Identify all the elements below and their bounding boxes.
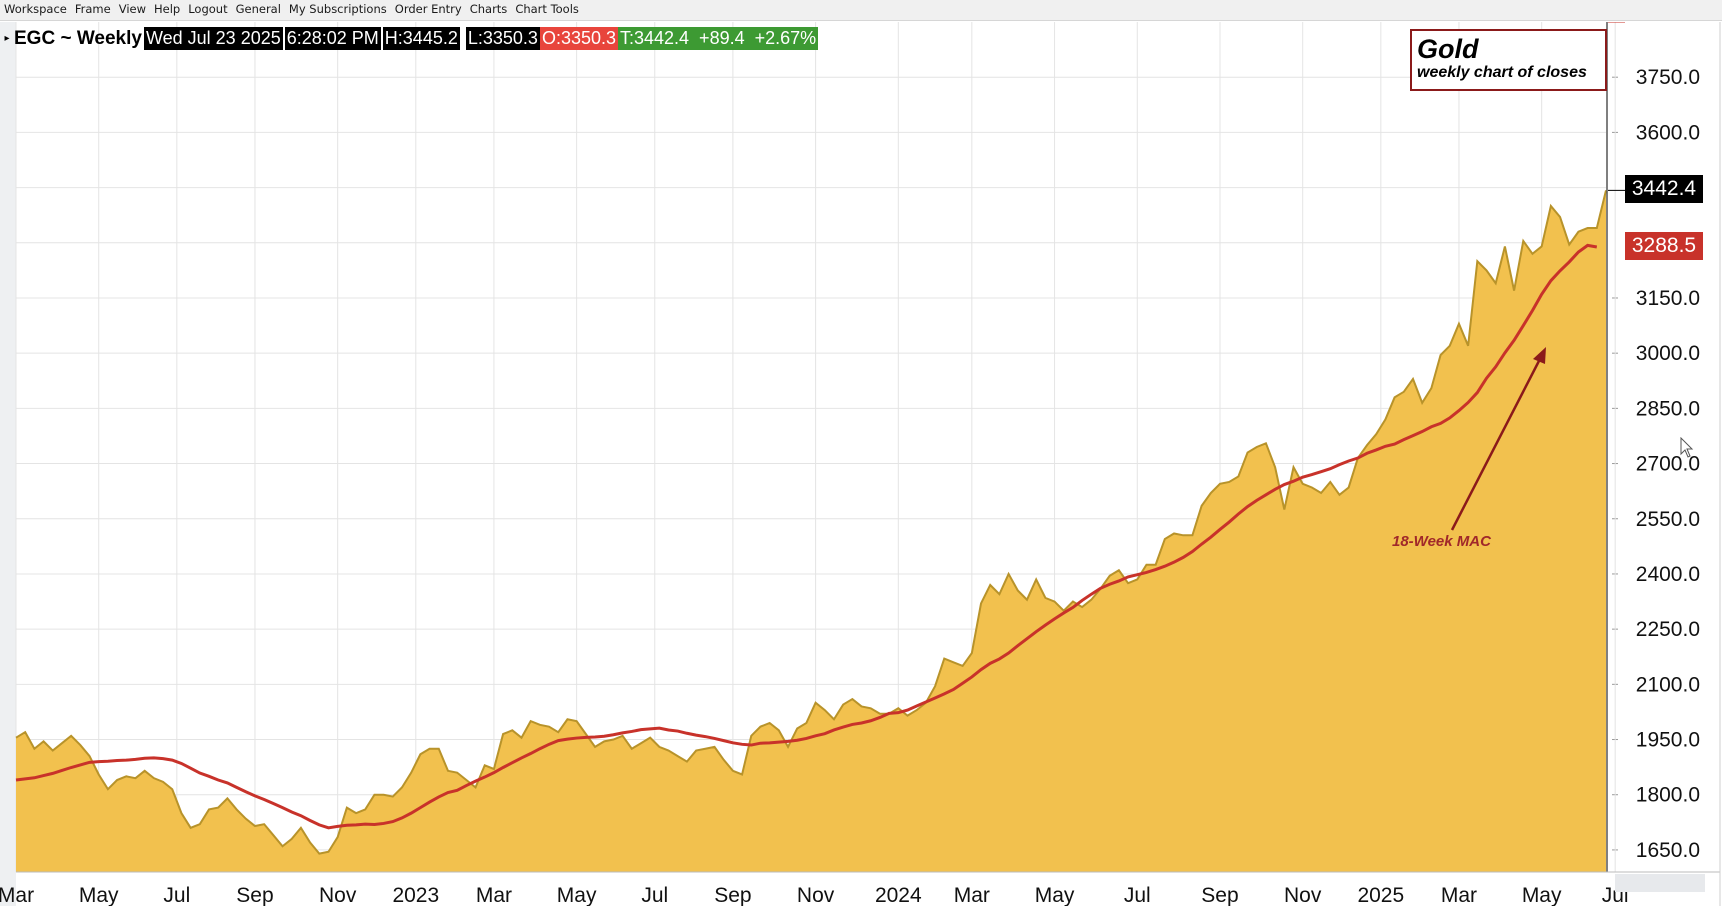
ma-line <box>15 243 1598 830</box>
date-readout: Wed Jul 23 2025 <box>143 27 283 50</box>
x-tick-label: Sep <box>236 884 273 906</box>
menu-order-entry[interactable]: Order Entry <box>394 2 462 16</box>
annotation-arrow <box>1450 356 1543 531</box>
symbol-label[interactable]: EGC ~ Weekly <box>14 27 142 49</box>
menu-bar: Workspace Frame View Help Logout General… <box>0 0 1722 21</box>
x-tick-label: May <box>1522 884 1562 906</box>
x-tick-label: Jul <box>641 884 668 906</box>
x-tick-label: May <box>1035 884 1075 906</box>
last-close-tag: 3442.4 <box>1625 175 1703 203</box>
close-line <box>15 190 1607 855</box>
x-tick-label: 2023 <box>392 884 439 906</box>
y-tick-label: 3000.0 <box>1636 342 1700 365</box>
y-tick-label: 2100.0 <box>1636 673 1700 696</box>
moving-average-tag: 3288.5 <box>1625 232 1703 260</box>
x-tick-label: 2025 <box>1357 884 1404 906</box>
left-margin <box>0 22 16 906</box>
menu-charts[interactable]: Charts <box>469 2 508 16</box>
y-tick-label: 1800.0 <box>1636 784 1700 807</box>
x-axis-scrollbar <box>1615 874 1705 892</box>
menu-frame[interactable]: Frame <box>74 2 111 16</box>
y-tick-label: 2250.0 <box>1636 618 1700 641</box>
menu-help[interactable]: Help <box>154 2 181 16</box>
high-readout: H:3445.2 <box>382 27 460 50</box>
y-tick-label: 2400.0 <box>1636 563 1700 586</box>
x-tick-label: May <box>79 884 119 906</box>
close-area <box>16 190 1606 872</box>
menu-my-subscriptions[interactable]: My Subscriptions <box>288 2 387 16</box>
mouse-cursor-icon <box>1680 437 1694 458</box>
menu-general[interactable]: General <box>235 2 281 16</box>
x-tick-label: Jul <box>163 884 190 906</box>
x-tick-label: Jul <box>1124 884 1151 906</box>
low-readout: L:3350.3 <box>465 27 540 50</box>
menu-view[interactable]: View <box>118 2 146 16</box>
x-tick-label: Sep <box>714 884 751 906</box>
y-tick-label: 2700.0 <box>1636 453 1700 476</box>
y-tick-label: 2550.0 <box>1636 508 1700 531</box>
last-readout: T:3442.4 +89.4 +2.67% <box>618 27 819 50</box>
quote-header: ▸ EGC ~ Weekly Wed Jul 23 2025 6:28:02 P… <box>0 26 819 51</box>
y-tick-label: 3750.0 <box>1636 66 1700 89</box>
y-tick-label: 1950.0 <box>1636 729 1700 752</box>
x-tick-label: Mar <box>954 884 990 906</box>
menu-workspace[interactable]: Workspace <box>4 2 67 16</box>
menu-logout[interactable]: Logout <box>188 2 228 16</box>
x-tick-label: Nov <box>797 884 835 906</box>
chart-frame[interactable]: 1650.0 1800.0 1950.0 2100.0 2250.0 2400.0 2550… <box>0 22 1722 906</box>
annotation-arrowhead <box>1533 347 1546 364</box>
legend-title: Gold <box>1417 34 1479 64</box>
menu-chart-tools[interactable]: Chart Tools <box>515 2 579 16</box>
x-tick-label: Sep <box>1201 884 1238 906</box>
expand-caret-icon[interactable]: ▸ <box>4 33 10 44</box>
y-tick-label: 3150.0 <box>1636 287 1700 310</box>
x-tick-label: Mar <box>0 884 34 906</box>
open-readout: O:3350.3 <box>539 27 618 50</box>
time-readout: 6:28:02 PM <box>284 27 381 50</box>
x-tick-label: May <box>557 884 597 906</box>
legend-subtitle: weekly chart of closes <box>1417 64 1587 81</box>
x-tick-label: Mar <box>1441 884 1477 906</box>
ma-annotation-label: 18-Week MAC <box>1392 533 1491 550</box>
y-tick-label: 2850.0 <box>1636 397 1700 420</box>
chart-legend: Gold weekly chart of closes <box>1410 29 1607 91</box>
x-tick-label: Nov <box>319 884 357 906</box>
x-tick-label: Mar <box>476 884 512 906</box>
price-chart[interactable]: 1650.0 1800.0 1950.0 2100.0 2250.0 2400.0 2550… <box>0 22 1722 906</box>
x-tick-label: 2024 <box>875 884 922 906</box>
y-tick-label: 1650.0 <box>1636 839 1700 862</box>
y-tick-label: 3600.0 <box>1636 121 1700 144</box>
x-tick-label: Nov <box>1284 884 1322 906</box>
